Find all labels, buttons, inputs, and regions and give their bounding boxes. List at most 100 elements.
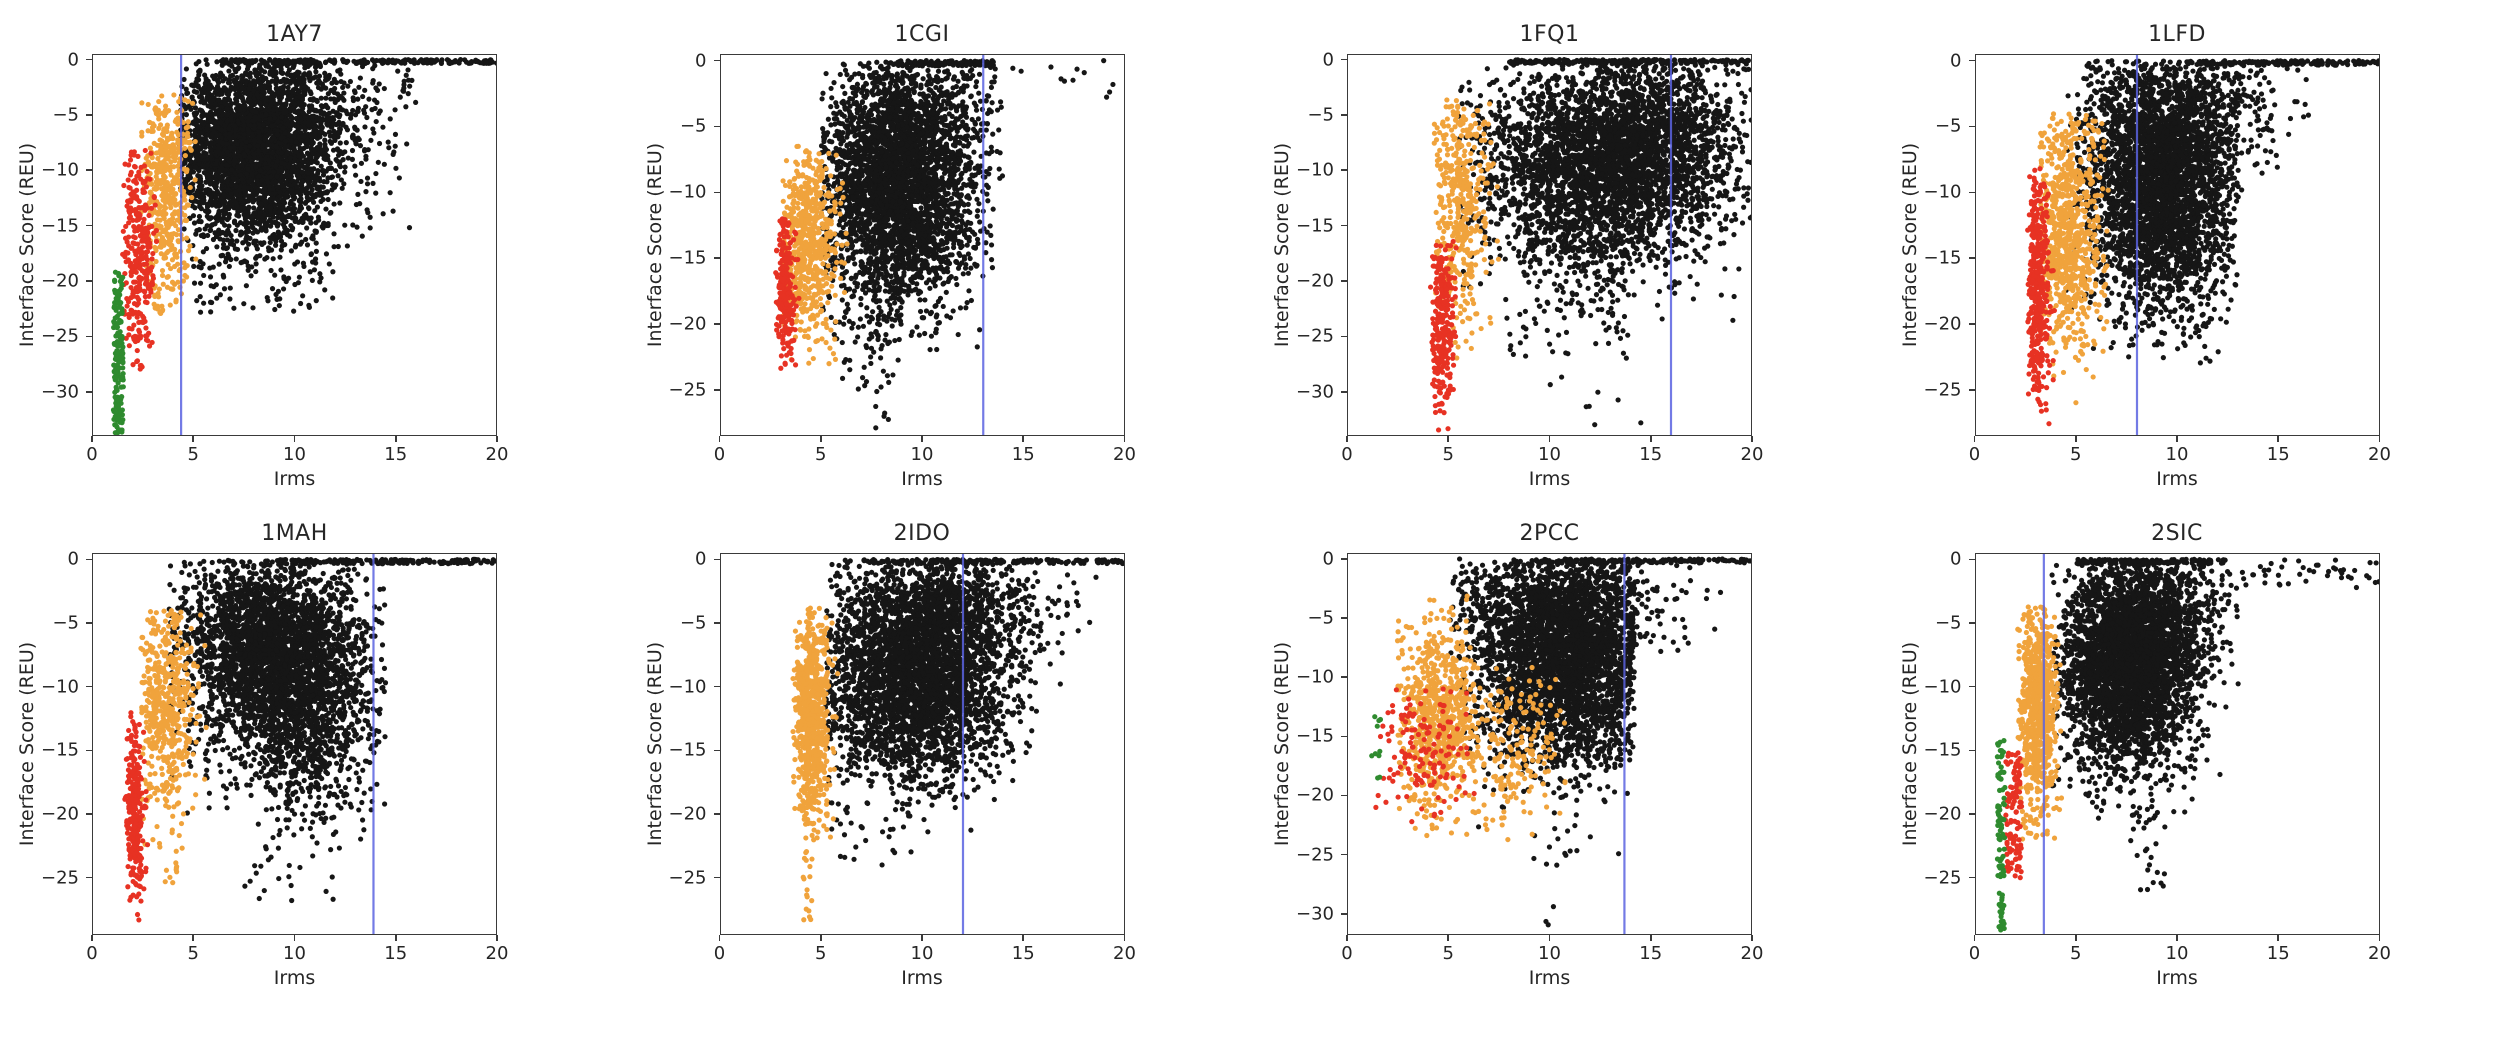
x-tick-mark (91, 935, 93, 941)
y-tick-label: −30 (41, 381, 79, 403)
x-tick-label: 5 (2070, 444, 2082, 465)
x-tick-label: 15 (1639, 943, 1663, 964)
y-tick-mark (86, 558, 92, 561)
y-tick-label: −15 (1923, 247, 1962, 269)
x-tick-mark (192, 436, 195, 442)
y-tick-label: −10 (668, 181, 707, 203)
y-tick-label: −20 (41, 803, 79, 825)
y-tick-mark (1968, 558, 1975, 561)
y-tick-mark (1341, 169, 1347, 172)
x-tick-label: 0 (1968, 444, 1981, 465)
x-axis-label: Irms (1528, 468, 1571, 490)
x-tick-label: 10 (283, 943, 306, 964)
y-tick-mark (713, 257, 720, 259)
x-tick-mark (2378, 935, 2381, 941)
subplot-2SIC: 2SIC Interface Score (REU) Irms 0 5 10 15 20… (1883, 519, 2510, 1038)
y-tick-label: −15 (41, 215, 79, 237)
x-tick-mark (921, 436, 923, 442)
x-tick-label: 0 (1341, 444, 1353, 465)
y-tick-mark (86, 169, 92, 172)
x-tick-label: 10 (1538, 444, 1561, 465)
x-tick-mark (819, 436, 822, 442)
y-tick-label: 0 (1950, 548, 1962, 570)
y-tick-label: −15 (1923, 739, 1962, 761)
y-tick-mark (713, 323, 720, 325)
x-tick-mark (1123, 935, 1126, 941)
x-tick-mark (1973, 935, 1976, 941)
axes-spines (1974, 553, 2380, 935)
x-tick-mark (2074, 935, 2077, 941)
x-tick-label: 20 (1113, 444, 1136, 465)
y-tick-label: −10 (1923, 676, 1962, 698)
y-tick-mark (86, 390, 92, 393)
x-tick-mark (1751, 935, 1753, 941)
x-tick-label: 15 (1011, 444, 1035, 465)
y-tick-mark (1968, 323, 1975, 325)
subplot-1FQ1: 1FQ1 Interface Score (REU) Irms 0 5 10 15 20… (1255, 0, 1882, 519)
subplot-title: 2SIC (2151, 521, 2203, 546)
x-tick-label: 20 (1113, 943, 1136, 964)
x-axis-label: Irms (901, 967, 943, 989)
x-tick-label: 0 (86, 943, 98, 964)
y-tick-label: −20 (41, 270, 79, 292)
x-tick-mark (1123, 436, 1126, 442)
y-tick-mark (713, 876, 720, 879)
x-tick-label: 20 (1740, 943, 1764, 964)
y-tick-label: −20 (1923, 803, 1962, 825)
y-tick-label: −10 (1296, 159, 1334, 181)
x-tick-label: 10 (2165, 444, 2189, 465)
x-tick-label: 10 (1538, 943, 1561, 964)
y-tick-mark (1341, 912, 1347, 915)
y-tick-label: −5 (52, 104, 79, 126)
y-tick-mark (86, 813, 92, 815)
y-tick-mark (1341, 224, 1347, 227)
y-tick-mark (1968, 685, 1975, 688)
x-axis-label: Irms (2156, 967, 2198, 989)
y-tick-mark (713, 813, 720, 815)
y-tick-mark (86, 749, 92, 752)
y-tick-label: 0 (695, 50, 707, 72)
y-tick-mark (1341, 335, 1347, 338)
y-tick-mark (86, 114, 92, 116)
x-tick-label: 0 (1341, 943, 1353, 964)
x-tick-label: 10 (910, 943, 934, 964)
x-tick-mark (2277, 935, 2280, 941)
y-tick-label: 0 (1322, 49, 1334, 71)
y-tick-mark (1341, 676, 1347, 678)
y-tick-mark (86, 622, 92, 624)
x-tick-mark (496, 935, 498, 941)
x-tick-label: 20 (485, 444, 509, 465)
x-tick-mark (2176, 436, 2178, 442)
y-tick-label: −25 (1296, 325, 1334, 347)
y-tick-mark (1968, 876, 1975, 879)
scatter-plot-canvas (719, 54, 1125, 436)
y-tick-mark (713, 125, 720, 128)
y-tick-label: −5 (679, 115, 707, 137)
y-tick-mark (1968, 813, 1975, 815)
y-tick-label: −15 (668, 739, 707, 761)
subplot-title: 1LFD (2148, 22, 2206, 47)
y-tick-mark (1968, 59, 1975, 62)
x-tick-label: 15 (1639, 444, 1663, 465)
subplot-title: 1FQ1 (1519, 22, 1580, 47)
y-tick-label: −5 (679, 612, 707, 634)
x-tick-label: 0 (1968, 943, 1981, 964)
y-tick-mark (1968, 191, 1975, 194)
y-tick-label: −20 (668, 803, 707, 825)
x-tick-label: 15 (2266, 943, 2290, 964)
subplot-1MAH: 1MAH Interface Score (REU) Irms 0 5 10 15 20… (0, 519, 627, 1038)
axes-spines (1347, 553, 1752, 935)
scatter-plot-canvas (92, 553, 497, 935)
y-tick-mark (1341, 280, 1347, 282)
y-tick-label: 0 (67, 49, 79, 71)
x-tick-mark (1346, 436, 1348, 442)
scatter-plot-canvas (1974, 54, 2380, 436)
subplot-1AY7: 1AY7 Interface Score (REU) Irms 0 5 10 15 20… (0, 0, 627, 519)
x-tick-label: 15 (384, 943, 408, 964)
y-tick-mark (1968, 749, 1975, 752)
y-tick-label: −25 (668, 867, 707, 889)
axes-spines (719, 54, 1125, 436)
axes-spines (92, 54, 497, 436)
y-tick-label: −25 (41, 867, 79, 889)
subplot-title: 2PCC (1519, 521, 1580, 546)
